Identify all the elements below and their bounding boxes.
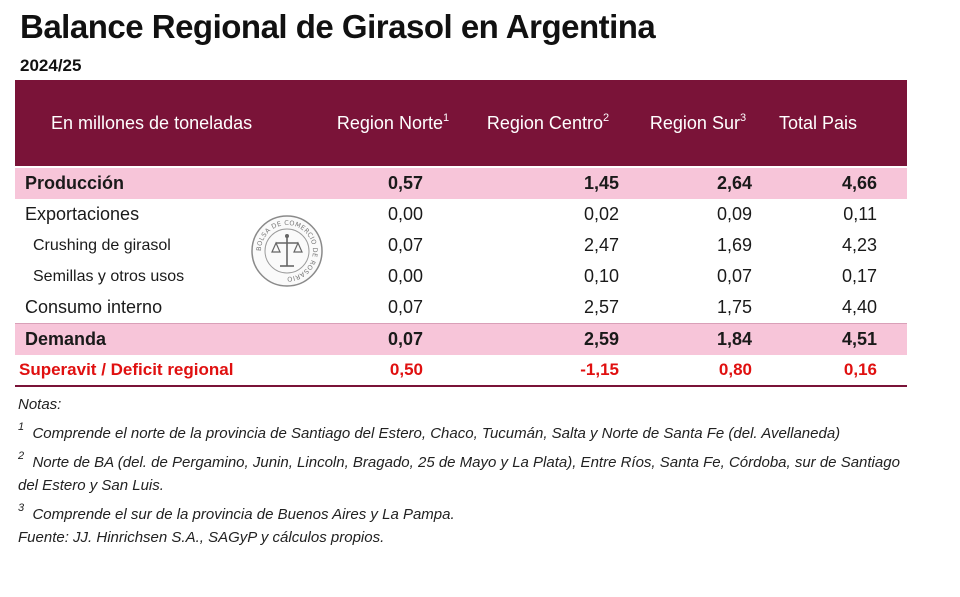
notes-section: Notas: 1 Comprende el norte de la provin… — [18, 393, 918, 549]
header-region-norte: Region Norte1 — [336, 111, 450, 133]
page-title: Balance Regional de Girasol en Argentina — [20, 8, 656, 45]
notes-heading: Notas: — [18, 396, 62, 413]
source-note: Fuente: JJ. Hinrichsen S.A., SAGyP y cál… — [18, 529, 385, 546]
cell-value: 0,00 — [387, 266, 423, 286]
cell-value: 0,00 — [387, 204, 423, 224]
cell-value: 0,50 — [389, 360, 423, 379]
row-label: Exportaciones — [25, 204, 140, 224]
header-region-sur: Region Sur3 — [649, 111, 747, 133]
cell-value: 0,07 — [716, 266, 752, 286]
cell-value: 0,07 — [387, 235, 423, 255]
bolsa-de-comercio-seal-icon: BOLSA DE COMERCIO DE ROSARIO — [251, 215, 323, 287]
table-row: Semillas y otros usos 0,00 0,10 0,07 0,1… — [15, 261, 907, 292]
cell-value: 0,02 — [583, 204, 619, 224]
row-label: Consumo interno — [25, 297, 163, 317]
cell-value: 0,57 — [387, 173, 423, 193]
cell-value: 0,16 — [843, 360, 877, 379]
cell-value: 2,47 — [583, 235, 619, 255]
row-label: Semillas y otros usos — [33, 267, 185, 285]
cell-value: 0,17 — [841, 266, 877, 286]
cell-value: 2,64 — [716, 173, 752, 193]
cell-value: 4,51 — [841, 329, 877, 349]
row-label: Demanda — [25, 329, 107, 349]
cell-value: -1,15 — [580, 360, 619, 379]
cell-value: 2,59 — [583, 329, 619, 349]
cell-value: 1,84 — [716, 329, 752, 349]
header-total-pais: Total Pais — [778, 112, 858, 133]
cell-value: 0,11 — [843, 204, 877, 224]
cell-value: 0,07 — [387, 329, 423, 349]
table-row: Producción 0,57 1,45 2,64 4,66 — [15, 168, 907, 199]
cell-value: 0,80 — [718, 360, 752, 379]
header-region-centro: Region Centro2 — [486, 111, 610, 133]
balance-table: En millones de toneladas Region Norte1 R… — [15, 80, 907, 387]
row-label: Crushing de girasol — [33, 236, 171, 254]
note-item: 1 Comprende el norte de la provincia de … — [18, 421, 841, 443]
table-row: Consumo interno 0,07 2,57 1,75 4,40 — [15, 292, 907, 323]
cell-value: 4,40 — [841, 297, 877, 317]
table-row: Crushing de girasol 0,07 2,47 1,69 4,23 — [15, 230, 907, 261]
header-unit-label: En millones de toneladas — [51, 112, 253, 133]
cell-value: 1,75 — [716, 297, 752, 317]
table-row: Exportaciones 0,00 0,02 0,09 0,11 — [15, 199, 907, 230]
cell-value: 1,45 — [583, 173, 619, 193]
table-row-deficit: Superavit / Deficit regional 0,50 -1,15 … — [15, 355, 907, 387]
row-label: Superavit / Deficit regional — [19, 360, 234, 379]
cell-value: 4,66 — [841, 173, 877, 193]
cell-value: 4,23 — [841, 235, 877, 255]
campaign-subtitle: 2024/25 — [20, 56, 82, 75]
table-row: Demanda 0,07 2,59 1,84 4,51 — [15, 323, 907, 355]
note-item: 3 Comprende el sur de la provincia de Bu… — [18, 502, 455, 524]
row-label: Producción — [25, 173, 125, 193]
cell-value: 0,10 — [583, 266, 619, 286]
cell-value: 0,09 — [716, 204, 752, 224]
cell-value: 0,07 — [387, 297, 423, 317]
cell-value: 1,69 — [716, 235, 752, 255]
cell-value: 2,57 — [583, 297, 619, 317]
table-header: En millones de toneladas Region Norte1 R… — [15, 80, 907, 166]
note-item: 2 Norte de BA (del. de Pergamino, Junin,… — [18, 450, 900, 495]
